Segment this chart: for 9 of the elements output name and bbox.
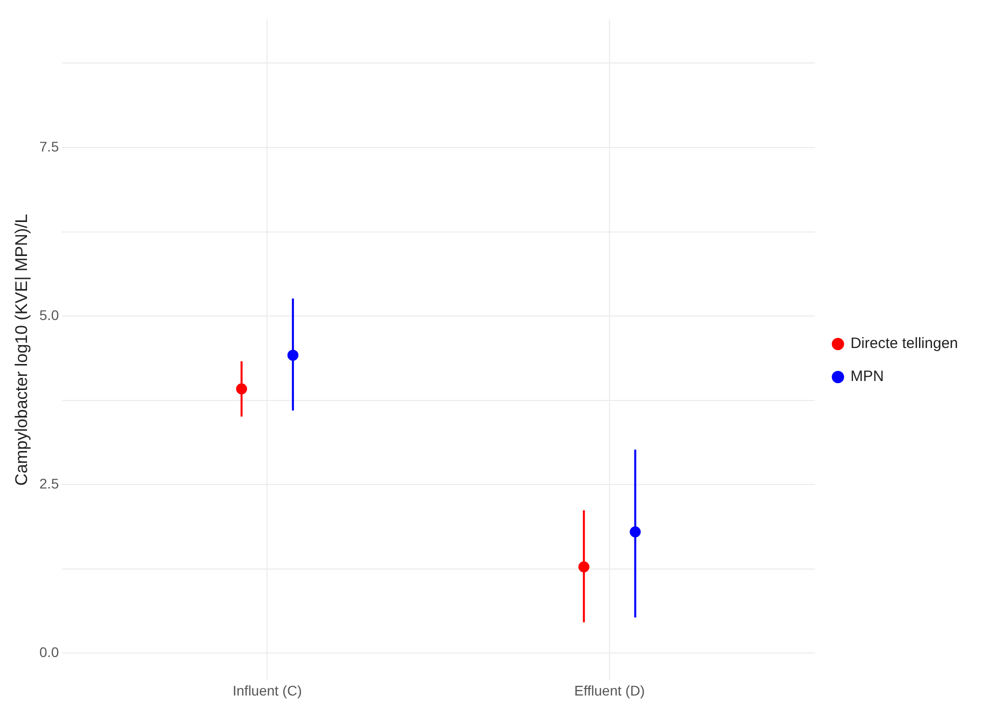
y-tick-label: 7.5 — [39, 138, 60, 154]
x-tick-label: Influent (C) — [232, 682, 302, 698]
y-tick-label: 2.5 — [39, 476, 60, 492]
y-tick-label: 5.0 — [39, 306, 60, 323]
x-tick-label: Effluent (D) — [574, 682, 645, 698]
y-axis-title: Campylobacter log10 (KVE| MPN)/L — [12, 214, 31, 486]
legend-label: MPN — [850, 368, 884, 386]
legend-label: Directe tellingen — [850, 335, 958, 352]
y-tick-label: 0.0 — [39, 644, 60, 660]
